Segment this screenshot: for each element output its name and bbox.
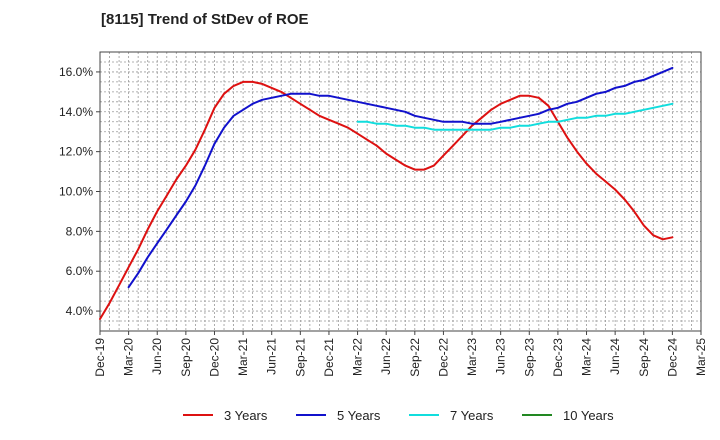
y-tick-label: 6.0% bbox=[66, 264, 94, 278]
x-tick-label: Dec-19 bbox=[93, 338, 107, 377]
y-tick-label: 10.0% bbox=[59, 185, 93, 199]
x-tick-label: Sep-20 bbox=[179, 338, 193, 377]
series-line-5-years bbox=[127, 66, 674, 289]
chart-title: [8115] Trend of StDev of ROE bbox=[101, 11, 309, 28]
x-tick-label: Dec-20 bbox=[207, 338, 221, 377]
x-tick-label: Jun-20 bbox=[150, 338, 164, 375]
axis-ticks: 4.0% 6.0% 8.0% 10.0% 12.0% 14.0% 16.0% Dec-19 Ma… bbox=[59, 65, 708, 377]
x-tick-label: Sep-21 bbox=[293, 338, 307, 377]
grid-lines bbox=[100, 52, 701, 331]
legend-label: 7 Years bbox=[450, 408, 494, 423]
x-tick-label: Dec-22 bbox=[436, 338, 450, 377]
x-tick-label: Jun-22 bbox=[379, 338, 393, 375]
x-tick-label: Jun-24 bbox=[608, 338, 622, 375]
x-tick-label: Sep-24 bbox=[637, 338, 651, 377]
series-line-3-years bbox=[99, 80, 674, 320]
legend-label: 3 Years bbox=[224, 408, 268, 423]
x-tick-label: Mar-21 bbox=[236, 338, 250, 376]
x-tick-label: Sep-22 bbox=[408, 338, 422, 377]
series-lines bbox=[99, 66, 674, 320]
x-tick-label: Dec-23 bbox=[551, 338, 565, 377]
y-tick-label: 4.0% bbox=[66, 304, 94, 318]
y-tick-label: 14.0% bbox=[59, 105, 93, 119]
x-tick-label: Jun-23 bbox=[494, 338, 508, 375]
x-tick-label: Dec-24 bbox=[665, 338, 679, 377]
x-tick-label: Sep-23 bbox=[522, 338, 536, 377]
legend-label: 10 Years bbox=[563, 408, 614, 423]
x-tick-label: Mar-22 bbox=[351, 338, 365, 376]
x-tick-label: Mar-23 bbox=[465, 338, 479, 376]
x-tick-label: Jun-21 bbox=[265, 338, 279, 375]
x-tick-label: Dec-21 bbox=[322, 338, 336, 377]
x-tick-label: Mar-24 bbox=[580, 338, 594, 376]
legend-label: 5 Years bbox=[337, 408, 381, 423]
x-tick-label: Mar-20 bbox=[122, 338, 136, 376]
legend: 3 Years 5 Years 7 Years 10 Years bbox=[183, 408, 614, 423]
series-line-7-years bbox=[356, 102, 674, 131]
y-tick-label: 12.0% bbox=[59, 145, 93, 159]
x-tick-label: Mar-25 bbox=[694, 338, 708, 376]
y-tick-label: 16.0% bbox=[59, 65, 93, 79]
y-tick-label: 8.0% bbox=[66, 224, 94, 238]
